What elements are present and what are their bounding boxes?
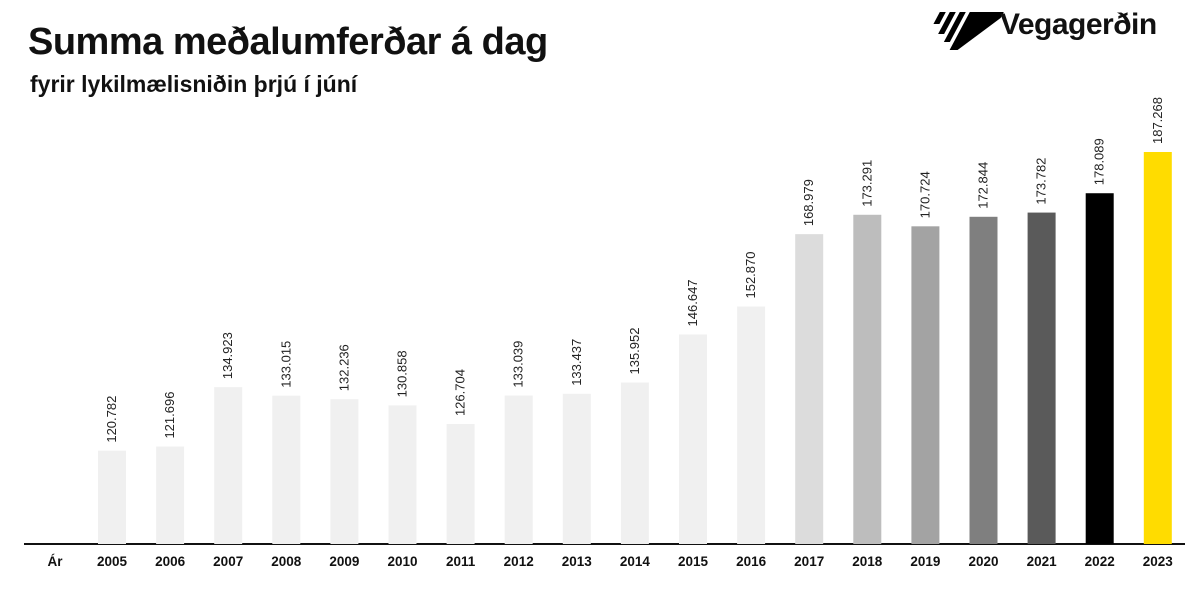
bar-2008 [272, 395, 301, 544]
data-label-2005: 120.782 [104, 396, 119, 443]
bar-2009 [330, 399, 359, 544]
x-tick-2014: 2014 [620, 554, 651, 569]
bar-2018 [853, 214, 882, 544]
bar-2006 [156, 446, 185, 544]
x-tick-2021: 2021 [1027, 554, 1058, 569]
x-tick-2022: 2022 [1085, 554, 1115, 569]
bar-2019 [911, 226, 940, 545]
bar-2022 [1085, 193, 1114, 544]
x-tick-2006: 2006 [155, 554, 186, 569]
data-label-2011: 126.704 [453, 369, 468, 416]
data-label-2014: 135.952 [627, 328, 642, 375]
bar-2020 [969, 216, 998, 544]
data-label-2009: 132.236 [336, 344, 351, 391]
bar-2012 [504, 395, 533, 544]
chart-title: Summa meðalumferðar á dag [28, 21, 548, 63]
x-tick-2005: 2005 [97, 554, 128, 569]
x-tick-2010: 2010 [387, 554, 417, 569]
data-label-2023: 187.268 [1150, 97, 1165, 144]
x-tick-2013: 2013 [562, 554, 593, 569]
data-label-2020: 172.844 [976, 162, 991, 209]
data-label-2006: 121.696 [162, 392, 177, 439]
data-label-2010: 130.858 [395, 350, 410, 397]
bar-2021 [1027, 212, 1056, 545]
data-label-2008: 133.015 [278, 341, 293, 388]
bar-2014 [620, 382, 649, 544]
bar-2015 [679, 334, 707, 544]
x-tick-2012: 2012 [504, 554, 534, 569]
vegagerdin-logo-icon [933, 12, 1004, 50]
x-tick-2011: 2011 [446, 554, 476, 569]
x-axis-title: Ár [47, 554, 63, 569]
bar-2010 [388, 405, 417, 544]
data-label-2022: 178.089 [1092, 138, 1107, 185]
data-label-2012: 133.039 [511, 341, 526, 388]
bar-2023 [1143, 152, 1172, 544]
data-label-2019: 170.724 [917, 171, 932, 218]
bar-2011 [446, 424, 475, 544]
x-tick-2020: 2020 [968, 554, 998, 569]
bar-2007 [214, 387, 243, 544]
data-label-2021: 173.782 [1034, 158, 1049, 205]
bar-2016 [737, 306, 766, 544]
chart-subtitle: fyrir lykilmælisniðin þrjú í júní [30, 71, 358, 97]
bar-2005 [98, 450, 126, 544]
data-label-2013: 133.437 [569, 339, 584, 386]
x-tick-2016: 2016 [736, 554, 767, 569]
bar-2017 [795, 234, 824, 545]
x-tick-2019: 2019 [910, 554, 940, 569]
x-tick-2023: 2023 [1143, 554, 1174, 569]
x-tick-2018: 2018 [852, 554, 883, 569]
data-label-2016: 152.870 [743, 252, 758, 299]
data-label-2017: 168.979 [801, 179, 816, 226]
x-tick-2009: 2009 [329, 554, 359, 569]
data-label-2015: 146.647 [685, 279, 700, 326]
x-tick-2017: 2017 [794, 554, 824, 569]
data-label-2007: 134.923 [220, 332, 235, 379]
data-label-2018: 173.291 [859, 160, 874, 207]
logo-text: Vegagerðin [1000, 8, 1157, 41]
bar-2013 [562, 393, 591, 544]
x-tick-2007: 2007 [213, 554, 243, 569]
x-tick-2015: 2015 [678, 554, 709, 569]
x-tick-2008: 2008 [271, 554, 302, 569]
